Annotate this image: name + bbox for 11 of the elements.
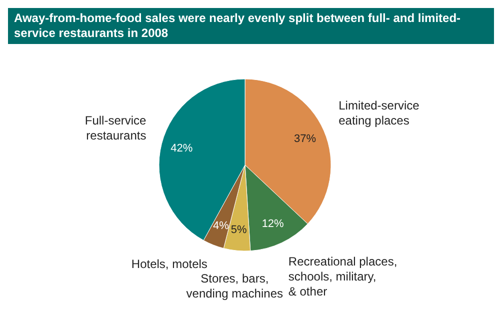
- data-label: 37%: [294, 133, 316, 146]
- slice-label: Recreational places, schools, military, & other: [288, 254, 398, 298]
- slice-label: Limited-service eating places: [338, 98, 420, 128]
- data-label: 12%: [262, 218, 284, 230]
- slice-label: Stores, bars, vending machines: [186, 272, 284, 301]
- data-label: 4%: [212, 220, 230, 232]
- slice-label: Hotels, motels: [131, 256, 208, 271]
- data-label: 5%: [230, 224, 248, 236]
- chart-title: Away-from-home-food sales were nearly evenly split between full- and limited-service restaurants in 2008: [8, 8, 494, 44]
- data-label: 42%: [170, 142, 193, 155]
- slice-label: Full-service restaurants: [84, 114, 147, 143]
